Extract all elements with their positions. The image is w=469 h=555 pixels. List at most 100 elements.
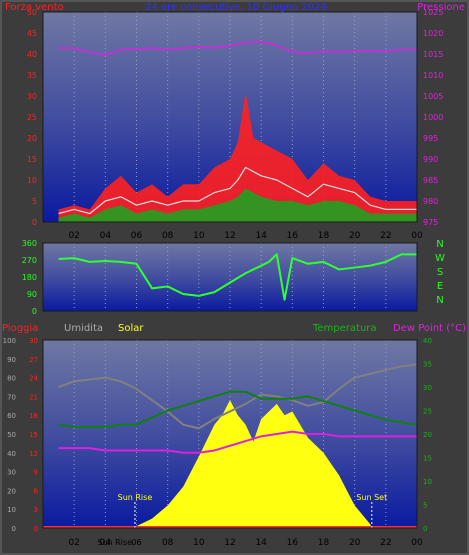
x-tick-label: 18 — [318, 538, 330, 548]
x-tick-label: 08 — [162, 231, 174, 241]
temperature-tick-label: 25 — [423, 408, 432, 416]
wind-direction-series — [58, 253, 417, 301]
y-tick-label-right: 1025 — [423, 8, 443, 17]
rain-tick-label: 0 — [34, 525, 38, 533]
y-tick-label-right: 1010 — [423, 71, 443, 80]
y-tick-label-left: 35 — [27, 71, 37, 80]
rain-tick-label: 18 — [29, 412, 38, 420]
sunrise-axis-label: Sun Rise — [97, 538, 132, 547]
solar-series — [58, 400, 417, 528]
x-tick-label: 06 — [131, 538, 141, 547]
x-tick-label: 16 — [287, 538, 299, 548]
rain-tick-label: 30 — [29, 337, 38, 345]
compass-letter: N — [436, 295, 443, 306]
y-tick-label-left: 30 — [27, 92, 37, 101]
direction-tick-label: 180 — [22, 273, 37, 282]
humidity-tick-label: 60 — [7, 412, 16, 420]
x-tick-label: 20 — [349, 538, 361, 548]
y-tick-label-left: 40 — [27, 50, 37, 59]
direction-tick-label: 360 — [22, 239, 37, 248]
y-tick-label-left: 0 — [32, 218, 37, 227]
humidity-label: Umidita — [64, 323, 103, 334]
left-axis-title: Forza vento — [5, 2, 64, 13]
rain-tick-label: 21 — [29, 393, 38, 401]
direction-tick-label: 270 — [22, 256, 37, 265]
wind-direction-plot-area — [43, 243, 417, 311]
y-tick-label-left: 50 — [27, 8, 37, 17]
rain-temp-border — [42, 339, 418, 529]
right-axis-title: Pressione — [417, 2, 465, 13]
compass-letter: N — [436, 239, 443, 250]
humidity-tick-label: 90 — [7, 356, 16, 364]
y-tick-label-right: 995 — [423, 134, 438, 143]
humidity-tick-label: 50 — [7, 431, 16, 439]
temperature-label: Temperatura — [312, 323, 377, 334]
dew-point-series — [58, 430, 417, 454]
y-tick-label-right: 1000 — [423, 113, 443, 122]
rain-label: Pioggia — [2, 323, 38, 334]
temperature-tick-label: 5 — [423, 502, 427, 510]
humidity-series — [58, 363, 418, 430]
y-tick-label-left: 20 — [27, 134, 37, 143]
wind-gust-series — [58, 91, 417, 222]
compass-letter: W — [435, 253, 445, 264]
temperature-tick-label: 40 — [423, 337, 432, 345]
x-tick-label: 20 — [349, 231, 361, 241]
direction-tick-label: 0 — [32, 307, 37, 316]
x-tick-label: 02 — [68, 538, 79, 548]
x-tick-label: 06 — [131, 231, 143, 241]
direction-tick-label: 90 — [27, 290, 37, 299]
compass-letter: E — [437, 281, 443, 292]
rain-tick-label: 27 — [29, 356, 38, 364]
y-tick-label-right: 1020 — [423, 29, 443, 38]
rain-tick-label: 12 — [29, 450, 38, 458]
temperature-series — [58, 390, 418, 428]
solar-label: Solar — [118, 323, 144, 334]
sunset-label: Sun Set — [356, 493, 387, 502]
y-tick-label-left: 25 — [27, 113, 37, 122]
x-tick-label: 10 — [193, 231, 205, 241]
rain-tick-label: 3 — [34, 506, 38, 514]
humidity-tick-label: 20 — [7, 487, 16, 495]
humidity-tick-label: 70 — [7, 393, 16, 401]
x-tick-label: 12 — [224, 231, 235, 241]
humidity-tick-label: 0 — [12, 525, 16, 533]
humidity-tick-label: 80 — [7, 375, 16, 383]
y-tick-label-right: 1005 — [423, 92, 443, 101]
rain-tick-label: 15 — [29, 431, 38, 439]
x-tick-label: 12 — [224, 538, 235, 548]
x-tick-label: 02 — [68, 231, 79, 241]
x-tick-label: 00 — [411, 231, 423, 241]
y-tick-label-left: 5 — [32, 197, 37, 206]
x-tick-label: 16 — [287, 231, 299, 241]
humidity-tick-label: 40 — [7, 450, 16, 458]
x-tick-label: 14 — [255, 231, 267, 241]
y-tick-label-left: 45 — [27, 29, 37, 38]
wind-speed-series — [58, 188, 417, 222]
y-tick-label-right: 980 — [423, 197, 438, 206]
chart-title: 24 ore consecutive, 10 Giugno 2024 — [145, 2, 327, 13]
x-tick-label: 18 — [318, 231, 330, 241]
pressure-series — [58, 41, 417, 57]
humidity-tick-label: 30 — [7, 469, 16, 477]
x-tick-label: 22 — [380, 231, 391, 241]
rain-tick-label: 24 — [29, 375, 38, 383]
wind-direction-border — [42, 242, 418, 312]
rain-tick-label: 6 — [34, 487, 39, 495]
y-tick-label-left: 10 — [27, 176, 37, 185]
rain-tick-label: 9 — [34, 469, 38, 477]
y-tick-label-left: 15 — [27, 155, 37, 164]
wind-pressure-border — [42, 11, 418, 223]
humidity-tick-label: 10 — [7, 506, 16, 514]
y-tick-label-right: 1015 — [423, 50, 443, 59]
temperature-tick-label: 15 — [423, 455, 432, 463]
sunrise-label: Sun Rise — [118, 493, 153, 502]
temperature-tick-label: 30 — [423, 384, 432, 392]
dew-point-label: Dew Point (°C) — [393, 323, 466, 334]
x-tick-label: 04 — [100, 538, 112, 548]
y-tick-label-right: 985 — [423, 176, 438, 185]
wind-average-series — [58, 166, 417, 215]
compass-letter: S — [437, 267, 443, 278]
